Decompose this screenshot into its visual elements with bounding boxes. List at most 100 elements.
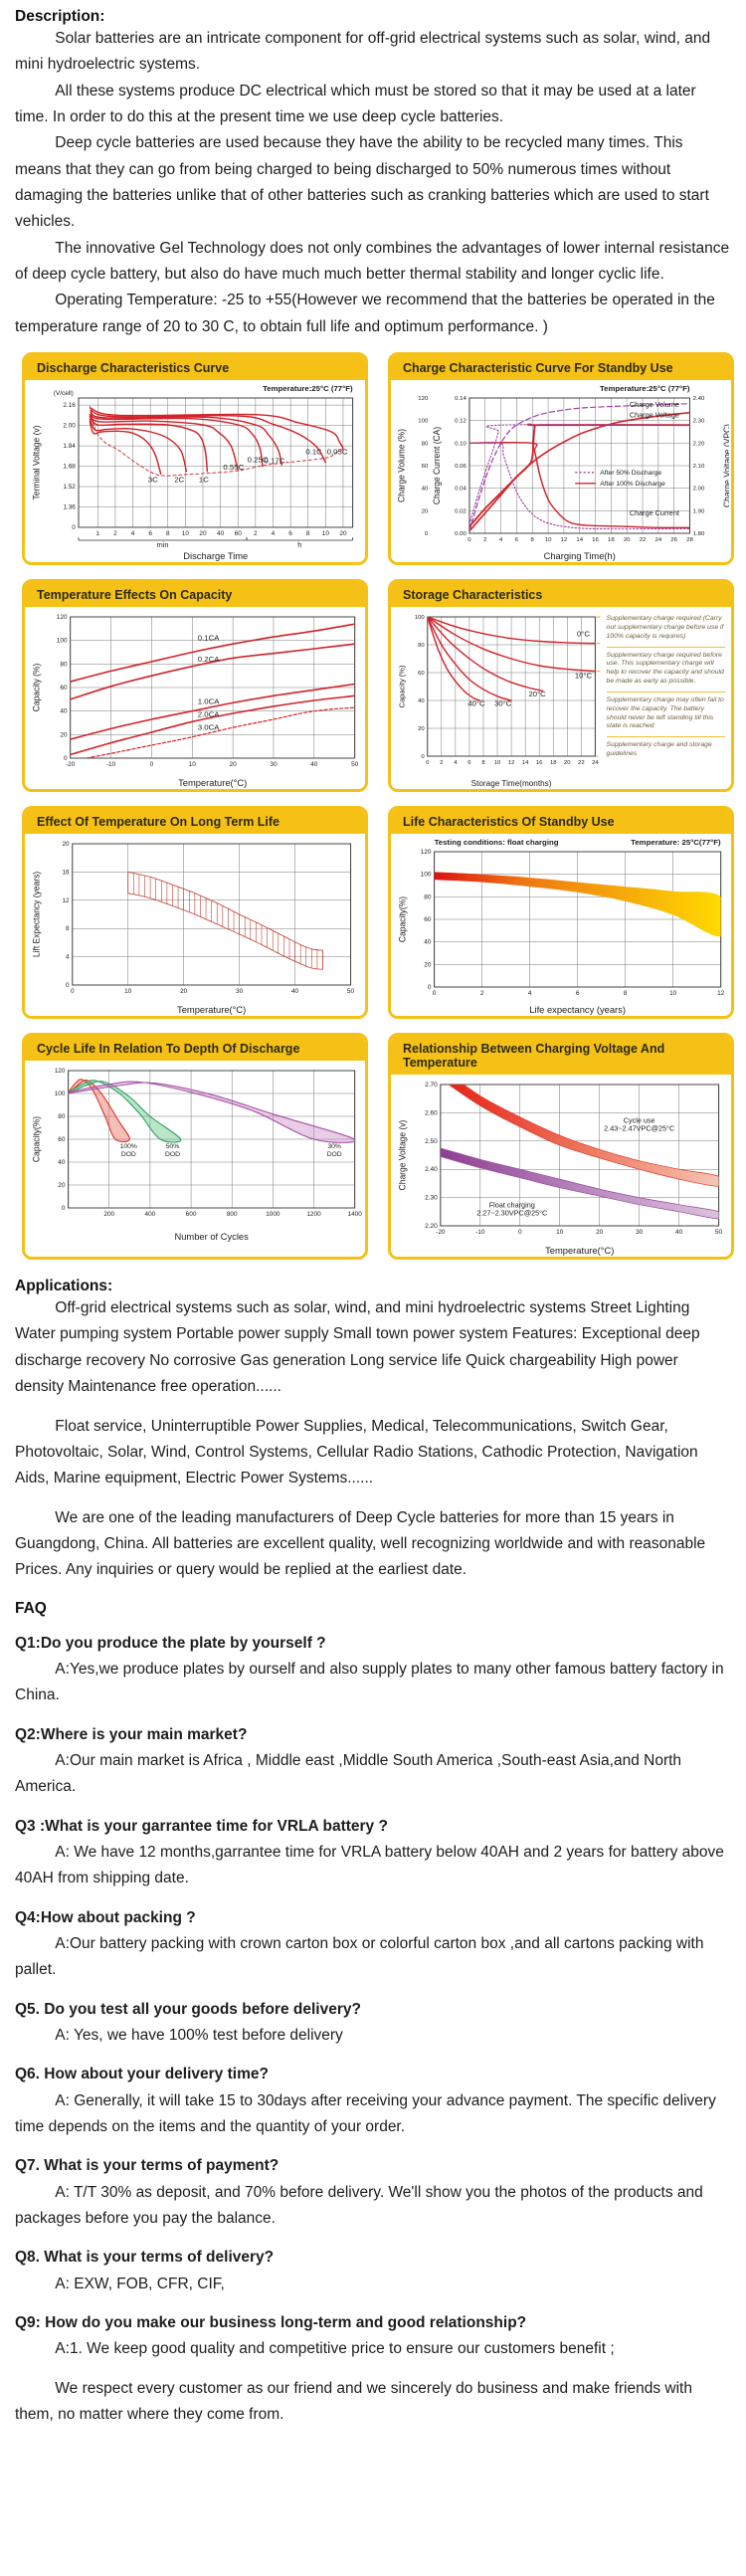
faq-item: Q6. How about your delivery time? A: Gene… xyxy=(15,2062,731,2140)
chart-title: Cycle Life In Relation To Depth Of Disch… xyxy=(25,1036,365,1062)
svg-text:40: 40 xyxy=(675,1229,683,1236)
svg-text:120: 120 xyxy=(421,849,432,856)
faq-answer: A: Yes, we have 100% test before deliver… xyxy=(55,2027,343,2045)
svg-text:100%DOD: 100% DOD xyxy=(120,1143,137,1158)
svg-text:2.60: 2.60 xyxy=(425,1110,438,1117)
chart-body: -20 -10 0 10 20 30 40 50 120 100 80 60 40 20 0 Temperat… xyxy=(25,607,365,790)
chart-card-temperature-effects-capacity: Temperature Effects On Capacity -20 -10 0 1… xyxy=(22,579,368,793)
svg-text:0.25C: 0.25C xyxy=(248,456,269,465)
svg-text:Capacity(%): Capacity(%) xyxy=(397,896,407,942)
svg-text:8: 8 xyxy=(166,530,170,537)
svg-text:40: 40 xyxy=(60,708,68,715)
svg-text:0: 0 xyxy=(518,1229,522,1236)
chart-canvas-temperature-effects-capacity: -20 -10 0 10 20 30 40 50 120 100 80 60 40 20 0 Temperat… xyxy=(31,614,358,788)
paragraph: Solar batteries are an intricate compone… xyxy=(15,30,711,74)
svg-text:Charging Time(h): Charging Time(h) xyxy=(544,551,616,561)
svg-text:20: 20 xyxy=(199,530,207,537)
svg-text:18: 18 xyxy=(608,537,615,543)
chart-card-charging-voltage-vs-temperature: Relationship Between Charging Voltage An… xyxy=(388,1033,734,1261)
svg-text:4: 4 xyxy=(528,990,532,997)
svg-text:0.12: 0.12 xyxy=(455,419,466,425)
svg-text:120: 120 xyxy=(55,1068,66,1075)
faq-question: Q2:Where is your main market? xyxy=(15,1725,248,1743)
svg-text:0: 0 xyxy=(62,1205,66,1212)
svg-text:Temperature(°C): Temperature(°C) xyxy=(177,1005,246,1015)
svg-text:80: 80 xyxy=(422,442,429,448)
svg-text:2.20: 2.20 xyxy=(425,1223,438,1230)
svg-text:22: 22 xyxy=(578,760,585,766)
svg-text:20: 20 xyxy=(596,1229,604,1236)
svg-text:10°C: 10°C xyxy=(575,672,593,681)
faq-item: Q3 :What is your garrantee time for VRLA… xyxy=(15,1814,731,1892)
svg-text:16: 16 xyxy=(62,870,70,877)
svg-text:10: 10 xyxy=(189,761,197,768)
paragraph: Off-grid electrical systems such as sola… xyxy=(15,1299,700,1396)
svg-text:1C: 1C xyxy=(199,476,209,485)
svg-text:0.04: 0.04 xyxy=(455,487,466,493)
svg-text:10: 10 xyxy=(124,988,132,995)
svg-text:10: 10 xyxy=(182,530,190,537)
faq-answer: A: EXW, FOB, CFR, CIF, xyxy=(55,2275,225,2292)
svg-text:8: 8 xyxy=(624,990,628,997)
faq-item: Q8. What is your terms of delivery? A: EX… xyxy=(15,2245,731,2297)
svg-text:Temperature(°C): Temperature(°C) xyxy=(545,1246,614,1256)
svg-text:8: 8 xyxy=(481,760,484,766)
svg-text:20: 20 xyxy=(62,841,70,848)
svg-text:Charge Voltage (v): Charge Voltage (v) xyxy=(397,1120,407,1191)
svg-text:30°C: 30°C xyxy=(494,699,512,708)
faq-answer: A:1. We keep good quality and competitiv… xyxy=(55,2340,615,2358)
svg-text:0.17C: 0.17C xyxy=(265,457,285,466)
svg-text:After 50% Discharge: After 50% Discharge xyxy=(600,470,661,477)
svg-text:400: 400 xyxy=(145,1211,156,1218)
svg-text:14: 14 xyxy=(576,537,583,543)
svg-text:2.40: 2.40 xyxy=(425,1166,438,1173)
chart-canvas-cycle-life-depth-of-discharge: 200 400 600 800 1000 1200 1400120100806040200N… xyxy=(31,1068,362,1242)
svg-text:1.84: 1.84 xyxy=(63,443,76,450)
svg-text:40: 40 xyxy=(291,988,299,995)
svg-text:8: 8 xyxy=(531,537,535,543)
svg-text:0.00: 0.00 xyxy=(455,531,466,537)
svg-text:Temperature: 25°C(77°F): Temperature: 25°C(77°F) xyxy=(631,838,721,847)
svg-text:40: 40 xyxy=(58,1159,66,1166)
chart-annotation: Supplementary charge and storage guideli… xyxy=(606,736,725,764)
svg-text:Charge Current (CA): Charge Current (CA) xyxy=(432,427,442,504)
svg-text:1000: 1000 xyxy=(266,1211,280,1218)
description-heading: Description: xyxy=(15,8,105,25)
svg-text:2.00: 2.00 xyxy=(63,423,76,430)
svg-text:6: 6 xyxy=(288,530,292,537)
svg-text:2.70: 2.70 xyxy=(425,1082,438,1089)
svg-text:Charge Volume: Charge Volume xyxy=(630,401,679,409)
svg-text:20: 20 xyxy=(424,962,432,969)
svg-text:1200: 1200 xyxy=(306,1211,321,1218)
svg-text:Discharge Time: Discharge Time xyxy=(183,551,248,561)
chart-annotation: Supplementary charge may often fail to r… xyxy=(606,691,725,736)
svg-text:0°C: 0°C xyxy=(577,630,590,639)
svg-text:Life expectancy (years): Life expectancy (years) xyxy=(529,1005,626,1015)
svg-text:1.68: 1.68 xyxy=(63,464,76,471)
svg-text:60: 60 xyxy=(58,1136,66,1143)
faq-closing: We respect every customer as our friend … xyxy=(15,2376,731,2429)
svg-text:24: 24 xyxy=(592,760,599,766)
faq-item: Q4:How about packing ? A:Our battery pack… xyxy=(15,1905,731,1984)
svg-text:50: 50 xyxy=(347,988,355,995)
svg-text:20: 20 xyxy=(58,1182,66,1189)
faq-item: Q9: How do you make our business long-te… xyxy=(15,2310,731,2363)
paragraph: We are one of the leading manufacturers … xyxy=(15,1508,706,1579)
chart-body: 200 400 600 800 1000 1200 1400 120 100 80 60 40 20 0 N… xyxy=(25,1061,365,1244)
svg-text:10: 10 xyxy=(669,990,677,997)
paragraph: Deep cycle batteries are used because th… xyxy=(15,134,709,231)
svg-text:2.16: 2.16 xyxy=(63,402,76,409)
chart-title: Discharge Characteristics Curve xyxy=(25,355,365,381)
svg-text:40: 40 xyxy=(217,530,225,537)
svg-text:4: 4 xyxy=(454,760,458,766)
svg-text:1.52: 1.52 xyxy=(63,484,76,491)
svg-text:4: 4 xyxy=(499,537,503,543)
svg-text:0.55C: 0.55C xyxy=(223,463,244,472)
svg-text:40°C: 40°C xyxy=(467,699,485,708)
svg-text:2: 2 xyxy=(254,530,258,537)
svg-text:40: 40 xyxy=(424,939,432,946)
svg-text:0.14: 0.14 xyxy=(455,396,466,402)
svg-text:0.06: 0.06 xyxy=(455,464,466,470)
